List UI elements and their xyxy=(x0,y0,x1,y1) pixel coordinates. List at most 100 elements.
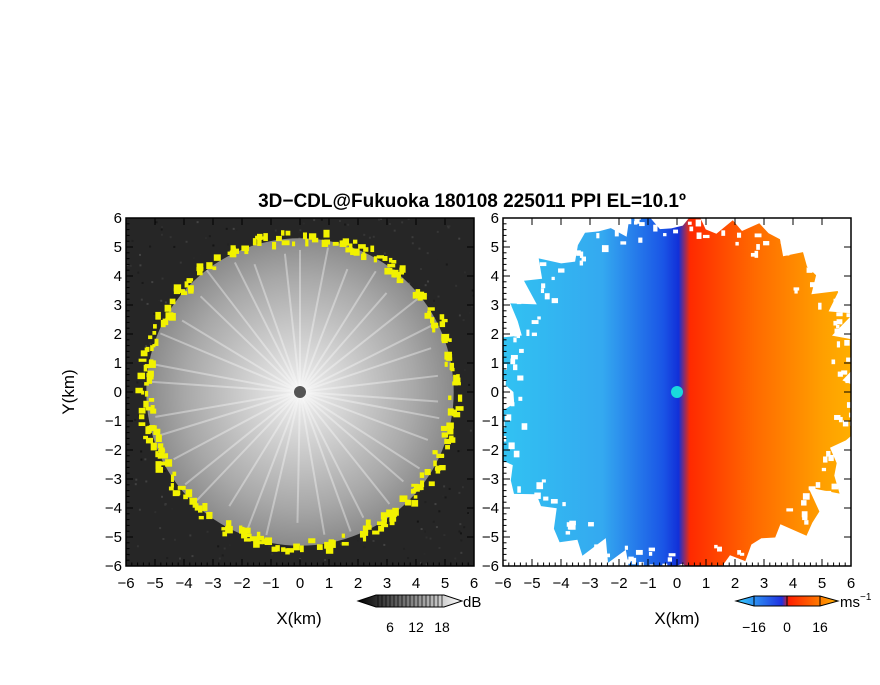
speckle-pixel xyxy=(558,268,564,272)
speckle-pixel xyxy=(755,233,762,237)
x-tick-label: 3 xyxy=(383,575,391,592)
noise-pixel xyxy=(161,234,163,236)
noise-pixel xyxy=(463,319,465,321)
edge-pixel xyxy=(452,381,458,385)
speckle-pixel xyxy=(717,581,721,585)
speckle-pixel xyxy=(802,516,807,520)
y-tick-label: 1 xyxy=(491,355,499,372)
noise-pixel xyxy=(136,382,138,384)
speckle-pixel xyxy=(838,372,843,377)
speckle-pixel xyxy=(507,305,512,308)
noise-pixel xyxy=(135,483,137,485)
edge-pixel xyxy=(257,240,261,246)
edge-pixel xyxy=(275,545,279,551)
speckle-pixel xyxy=(717,547,722,552)
y-tick-label: 3 xyxy=(114,297,122,314)
edge-pixel xyxy=(456,406,464,411)
edge-pixel xyxy=(372,531,379,535)
noise-pixel xyxy=(200,254,202,256)
noise-pixel xyxy=(324,559,326,561)
edge-pixel xyxy=(300,545,304,552)
noise-pixel xyxy=(433,300,435,302)
noise-pixel xyxy=(171,508,173,510)
y-tick-label: −3 xyxy=(482,471,499,488)
edge-pixel xyxy=(436,454,444,458)
velocity-panel xyxy=(481,195,877,588)
speckle-pixel xyxy=(835,329,840,334)
edge-pixel xyxy=(139,359,147,362)
noise-pixel xyxy=(347,224,349,226)
speckle-pixel xyxy=(517,486,521,492)
x-tick-label: 1 xyxy=(702,575,710,592)
noise-pixel xyxy=(275,230,277,232)
edge-pixel xyxy=(303,232,307,239)
speckle-pixel xyxy=(508,293,512,300)
speckle-pixel xyxy=(836,312,842,316)
edge-pixel xyxy=(197,269,203,275)
edge-pixel xyxy=(246,534,252,537)
edge-pixel xyxy=(446,354,452,360)
edge-pixel xyxy=(263,233,268,241)
speckle-pixel xyxy=(755,569,759,576)
edge-pixel xyxy=(414,495,418,498)
speckle-pixel xyxy=(649,548,655,552)
speckle-pixel xyxy=(796,235,801,238)
edge-pixel xyxy=(139,414,144,419)
edge-pixel xyxy=(172,472,176,476)
noise-pixel xyxy=(412,236,414,238)
velocity-colorbar-tick-1: −16 xyxy=(742,619,766,635)
snr-colorbar: 6 12 18 dB xyxy=(358,594,481,635)
noise-pixel xyxy=(170,236,172,238)
speckle-pixel xyxy=(745,208,752,215)
speckle-pixel xyxy=(566,531,570,534)
noise-pixel xyxy=(298,231,300,233)
noise-pixel xyxy=(460,450,462,452)
speckle-pixel xyxy=(596,233,599,238)
noise-pixel xyxy=(373,236,375,238)
speckle-pixel xyxy=(653,225,657,232)
noise-pixel xyxy=(295,551,297,553)
edge-pixel xyxy=(173,490,180,496)
edge-pixel xyxy=(429,481,435,486)
snr-panel xyxy=(126,218,475,568)
edge-pixel xyxy=(414,485,418,489)
edge-pixel xyxy=(411,500,418,507)
noise-pixel xyxy=(437,259,439,261)
snr-colorbar-tick-1: 6 xyxy=(386,619,394,635)
edge-pixel xyxy=(199,516,204,519)
edge-pixel xyxy=(452,412,460,416)
speckle-pixel xyxy=(716,570,721,577)
noise-pixel xyxy=(166,557,168,559)
noise-pixel xyxy=(180,262,182,264)
noise-pixel xyxy=(459,314,461,316)
speckle-pixel xyxy=(783,249,789,255)
edge-pixel xyxy=(432,327,435,333)
speckle-pixel xyxy=(844,340,849,346)
speckle-pixel xyxy=(614,560,619,565)
velocity-colorbar-unit: ms−1 xyxy=(840,592,872,611)
noise-pixel xyxy=(134,419,136,421)
noise-pixel xyxy=(460,539,462,541)
edge-pixel xyxy=(411,489,416,494)
speckle-pixel xyxy=(794,249,799,252)
speckle-pixel xyxy=(532,320,539,324)
edge-pixel xyxy=(239,526,242,530)
noise-pixel xyxy=(417,521,419,523)
chart-title: 3D−CDL@Fukuoka 180108 225011 PPI EL=10.1… xyxy=(258,191,686,212)
edge-pixel xyxy=(450,363,454,370)
speckle-pixel xyxy=(858,457,864,462)
noise-pixel xyxy=(212,244,214,246)
speckle-pixel xyxy=(541,283,545,288)
x-tick-label: 4 xyxy=(412,575,420,592)
noise-pixel xyxy=(357,540,359,542)
noise-pixel xyxy=(197,221,199,223)
edge-pixel xyxy=(145,364,149,368)
speckle-pixel xyxy=(786,508,793,511)
noise-pixel xyxy=(430,538,432,540)
speckle-pixel xyxy=(481,388,486,391)
speckle-pixel xyxy=(518,397,522,401)
noise-pixel xyxy=(189,534,191,536)
edge-pixel xyxy=(276,236,282,241)
noise-pixel xyxy=(433,521,435,523)
x-tick-label: −3 xyxy=(581,575,598,592)
